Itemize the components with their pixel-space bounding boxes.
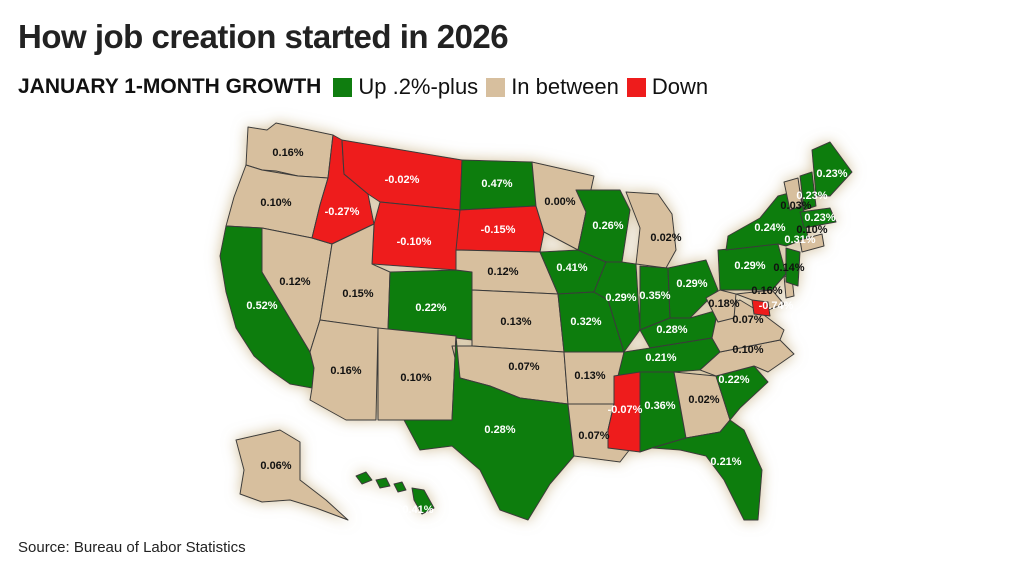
state-label-vt: 0.03% — [780, 200, 811, 212]
state-il — [593, 261, 641, 353]
state-nj — [785, 247, 801, 287]
legend-label-between: In between — [511, 74, 619, 99]
legend-item-up: Up .2%-plus — [333, 74, 478, 100]
state-label-nv: 0.12% — [279, 276, 310, 288]
state-label-tn: 0.21% — [645, 352, 676, 364]
legend-swatch-down — [626, 77, 646, 97]
state-label-ak: 0.06% — [260, 460, 291, 472]
state-label-va: 0.07% — [732, 314, 763, 326]
state-hi-part-3 — [411, 487, 435, 515]
state-label-mi: 0.02% — [650, 232, 681, 244]
legend-swatch-between — [486, 77, 506, 97]
state-label-or: 0.10% — [260, 197, 291, 209]
state-label-ct: 0.10% — [796, 224, 827, 236]
state-label-oh: 0.29% — [676, 278, 707, 290]
state-wy — [371, 201, 461, 271]
state-wv — [705, 289, 737, 323]
state-hi-part-1 — [375, 477, 391, 489]
legend-label-up: Up .2%-plus — [358, 74, 479, 99]
legend-label-down: Down — [651, 74, 709, 99]
state-label-md: 0.16% — [751, 285, 782, 297]
state-label-nj: 0.31% — [784, 234, 815, 246]
state-label-ks: 0.13% — [500, 316, 531, 328]
state-label-hi: 0.41% — [402, 504, 433, 516]
legend-item-between: In between — [486, 74, 619, 100]
state-label-nc: 0.10% — [732, 344, 763, 356]
state-label-ga: 0.02% — [688, 394, 719, 406]
state-label-ms: -0.07% — [608, 404, 643, 416]
state-label-ky: 0.28% — [656, 324, 687, 336]
state-md — [735, 289, 785, 311]
state-label-az: 0.16% — [330, 365, 361, 377]
state-label-la: 0.07% — [578, 430, 609, 442]
state-ma — [799, 207, 837, 229]
state-label-wv: 0.18% — [708, 298, 739, 310]
page-title: How job creation started in 2026 — [18, 18, 509, 55]
state-label-ne: 0.12% — [487, 266, 518, 278]
state-label-in: 0.35% — [639, 290, 670, 302]
state-label-wi: 0.26% — [592, 220, 623, 232]
legend-swatch-up — [333, 77, 353, 97]
state-label-ok: 0.07% — [508, 361, 539, 373]
state-label-co: 0.22% — [415, 302, 446, 314]
state-label-ca: 0.52% — [246, 300, 277, 312]
state-label-dc: -0.74% — [759, 300, 794, 312]
state-fl — [651, 419, 763, 521]
legend-title: JANUARY 1-MONTH GROWTH — [18, 75, 322, 98]
state-label-mo: 0.32% — [570, 316, 601, 328]
state-label-sd: -0.15% — [481, 224, 516, 236]
state-label-mt: -0.02% — [385, 174, 420, 186]
state-label-sc: 0.22% — [718, 374, 749, 386]
legend-item-down: Down — [626, 74, 709, 100]
state-label-nh: 0.23% — [796, 190, 827, 202]
state-hi — [355, 471, 373, 485]
state-nh — [799, 171, 817, 211]
state-oh — [667, 259, 719, 319]
state-label-mn: 0.00% — [544, 196, 575, 208]
state-ak — [235, 429, 349, 521]
state-label-ar: 0.13% — [574, 370, 605, 382]
state-label-id: -0.27% — [325, 206, 360, 218]
state-label-ia: 0.41% — [556, 262, 587, 274]
state-label-ma: 0.23% — [804, 212, 835, 224]
state-label-wa: 0.16% — [272, 147, 303, 159]
state-tx — [403, 335, 575, 521]
state-az — [309, 319, 379, 421]
state-label-pa: 0.29% — [734, 260, 765, 272]
state-dc — [751, 299, 771, 317]
source-note: Source: Bureau of Labor Statistics — [18, 539, 246, 556]
state-label-de: 0.14% — [773, 262, 804, 274]
state-sd — [455, 205, 545, 253]
legend: JANUARY 1-MONTH GROWTH Up .2%-plus In be… — [18, 74, 716, 100]
state-label-il: 0.29% — [605, 292, 636, 304]
state-label-tx: 0.28% — [484, 424, 515, 436]
state-label-al: 0.36% — [644, 400, 675, 412]
state-label-ut: 0.15% — [342, 288, 373, 300]
state-label-nm: 0.10% — [400, 372, 431, 384]
state-ct — [799, 233, 825, 253]
state-vt — [783, 177, 803, 211]
state-hi-part-2 — [393, 481, 407, 493]
state-label-wy: -0.10% — [397, 236, 432, 248]
state-label-fl: 0.21% — [710, 456, 741, 468]
state-mi — [625, 191, 677, 269]
state-me — [811, 141, 853, 197]
state-label-nd: 0.47% — [481, 178, 512, 190]
state-label-me: 0.23% — [816, 168, 847, 180]
state-label-ny: 0.24% — [754, 222, 785, 234]
